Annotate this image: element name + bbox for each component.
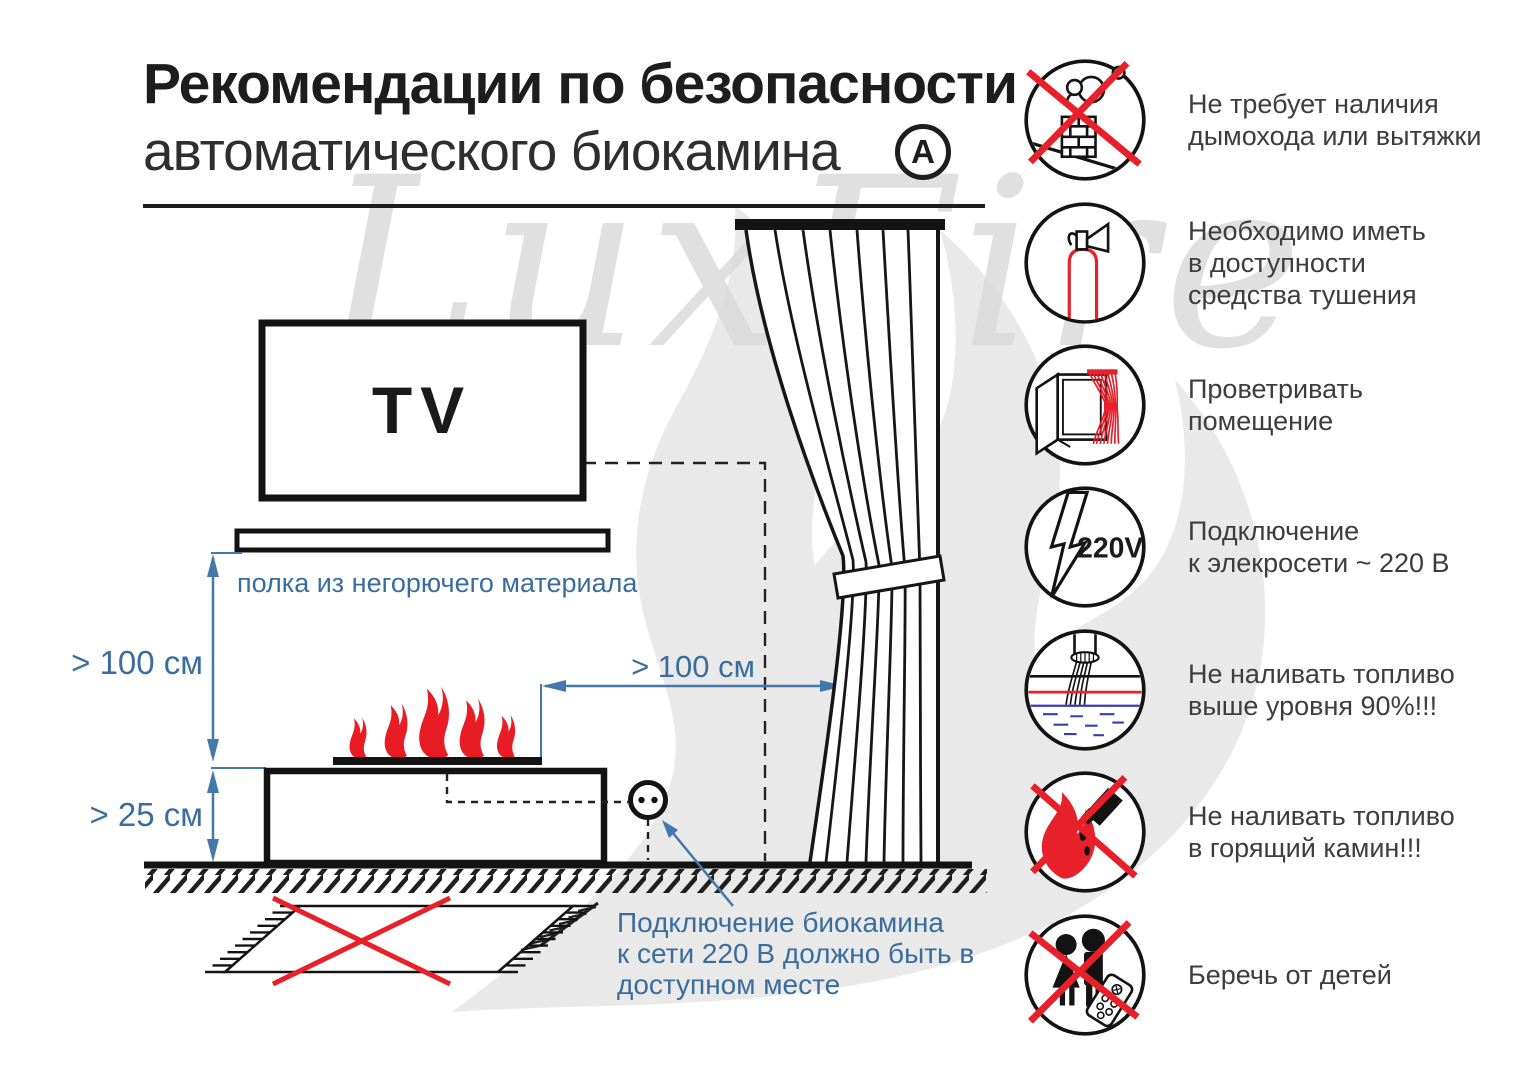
outlet-note-line-1: Подключение биокамина: [617, 907, 944, 938]
dim-shelf-to-flame-label: > 100 см: [71, 644, 203, 681]
label-line: в горящий камин!!!: [1188, 833, 1422, 863]
safety-item-fuel-level: Не наливать топливо выше уровня 90%!!!: [1022, 627, 1455, 753]
safety-item-power: 220V Подключение к элекросети ~ 220 В: [1022, 484, 1450, 610]
safety-item-ventilate: Проветривать помещение: [1022, 342, 1363, 468]
red-cross-icon: [1026, 60, 1142, 167]
cable-dashed-line: [445, 774, 628, 804]
tv: TV: [258, 319, 587, 502]
ventilate-window-icon: [1024, 344, 1146, 466]
forbidden-carpet: [205, 895, 593, 987]
safety-item-label: Проветривать помещение: [1188, 373, 1363, 437]
label-line: в доступности: [1188, 248, 1366, 278]
power-outlet: [628, 780, 668, 820]
safety-item-no-chimney: Не требует наличия дымохода или вытяжки: [1022, 57, 1481, 183]
page-title: Рекомендации по безопасности автоматичес…: [143, 50, 1018, 184]
fire-extinguisher-icon: [1024, 202, 1146, 324]
safety-item-no-refill: Не наливать топливо в горящий камин!!!: [1022, 769, 1455, 895]
outlet-note-line-2: к сети 220 В должно быть в: [617, 938, 974, 969]
icon-220v-label: 220V: [1077, 533, 1143, 565]
tv-dashed-line: [583, 461, 767, 861]
power-220v-icon: 220V: [1024, 486, 1146, 608]
no-refill-burning-icon: [1024, 771, 1146, 893]
outlet-note: Подключение биокамина к сети 220 В должн…: [617, 907, 974, 1000]
safety-item-label: Не наливать топливо выше уровня 90%!!!: [1188, 658, 1455, 722]
safety-item-children: Беречь от детей: [1022, 912, 1392, 1038]
label-line: Не наливать топливо: [1188, 801, 1455, 831]
lightning-icon: [1049, 490, 1090, 599]
no-chimney-icon: [1024, 59, 1146, 181]
shelf: [234, 528, 611, 553]
label-line: Проветривать: [1188, 374, 1363, 404]
dim-to-curtain-label: > 100 см: [631, 649, 755, 684]
red-cross-icon: [1030, 775, 1138, 879]
floor: [144, 861, 987, 893]
safety-item-label: Беречь от детей: [1188, 959, 1392, 991]
curtain-rod: [735, 219, 945, 230]
label-line: Не требует наличия: [1188, 89, 1439, 119]
safety-item-label: Подключение к элекросети ~ 220 В: [1188, 515, 1450, 579]
label-line: Не наливать топливо: [1188, 659, 1455, 689]
outlet-note-line-3: доступном месте: [617, 969, 840, 1000]
vertical-dimension-lines: [211, 552, 266, 858]
keep-from-children-icon: [1024, 914, 1146, 1036]
label-line: дымохода или вытяжки: [1188, 121, 1482, 151]
red-cross-icon: [1027, 920, 1140, 1024]
fuel-level-icon: [1024, 629, 1146, 751]
label-line: выше уровня 90%!!!: [1188, 691, 1438, 721]
label-line: помещение: [1188, 406, 1334, 436]
circled-a-badge: A: [895, 124, 951, 180]
fireplace-flames: [349, 686, 516, 760]
safety-item-label: Необходимо иметь в доступности средства …: [1188, 215, 1426, 311]
safety-item-label: Не требует наличия дымохода или вытяжки: [1188, 88, 1481, 152]
safety-item-label: Не наливать топливо в горящий камин!!!: [1188, 800, 1455, 864]
burner-plate: [333, 757, 542, 765]
shelf-label: полка из негорючего материала: [237, 568, 638, 598]
label-line: Подключение: [1188, 516, 1360, 546]
title-line-1: Рекомендации по безопасности: [143, 52, 1018, 116]
safety-item-extinguisher: Необходимо иметь в доступности средства …: [1022, 200, 1426, 326]
label-line: Необходимо иметь: [1188, 216, 1426, 246]
tv-label: TV: [372, 373, 472, 447]
curtain: [735, 219, 946, 863]
dim-base-height-label: > 25 см: [89, 796, 203, 833]
dimension-arrowheads: [207, 554, 219, 862]
fireplace-cabinet: [263, 767, 608, 867]
title-line-2: автоматического биокамина: [143, 120, 841, 182]
label-line: средства тушения: [1188, 280, 1417, 310]
label-line: к элекросети ~ 220 В: [1188, 548, 1450, 578]
red-cross-icon: [271, 895, 452, 987]
horizontal-dimension-line: [540, 680, 844, 757]
label-line: Беречь от детей: [1188, 960, 1392, 990]
outlet-pointer-arrow: [662, 820, 734, 907]
curtain-tieback-band: [832, 554, 946, 600]
